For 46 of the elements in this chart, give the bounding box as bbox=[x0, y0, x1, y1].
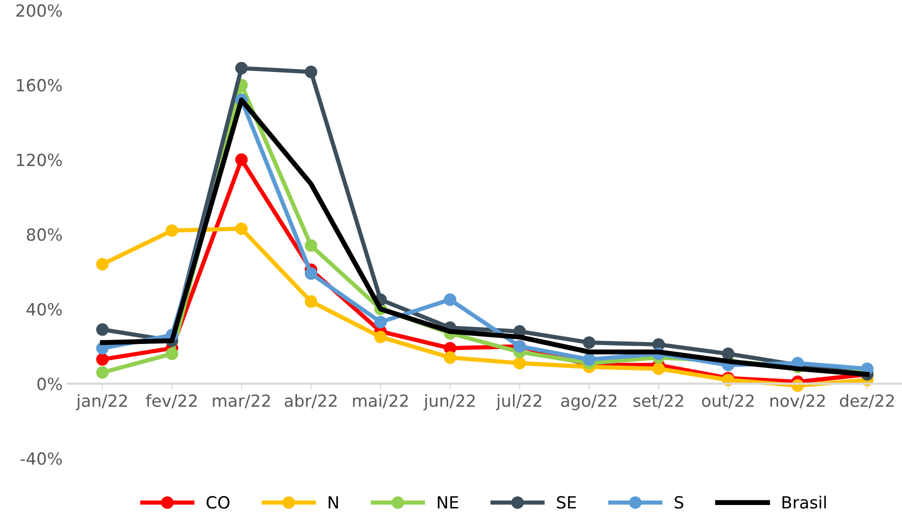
x-tick-label: out/22 bbox=[702, 394, 754, 408]
x-tick-label: jul/22 bbox=[496, 394, 542, 410]
x-tick-label: jan/22 bbox=[76, 394, 127, 410]
point bbox=[374, 330, 387, 344]
point bbox=[235, 222, 248, 235]
point bbox=[444, 293, 456, 306]
legend-label: CO bbox=[206, 496, 230, 509]
y-tick-label: 200% bbox=[16, 4, 62, 17]
point bbox=[96, 323, 109, 336]
legend-label: S bbox=[674, 496, 684, 509]
x-tick-label: jun/22 bbox=[423, 394, 475, 410]
point bbox=[374, 316, 387, 328]
x-tick-label: fev/22 bbox=[146, 394, 197, 408]
point bbox=[304, 239, 318, 252]
x-tick-label: nov/22 bbox=[770, 394, 825, 408]
y-tick-label: 120% bbox=[16, 154, 62, 166]
point bbox=[96, 353, 109, 366]
x-tick-label: ago/22 bbox=[561, 394, 616, 410]
point bbox=[235, 62, 248, 74]
x-tick-label: dez/22 bbox=[840, 394, 894, 408]
point bbox=[166, 348, 178, 360]
point bbox=[513, 356, 526, 370]
legend-label: SE bbox=[556, 496, 576, 509]
point bbox=[444, 351, 456, 364]
y-tick-label: -40% bbox=[20, 452, 62, 465]
point bbox=[304, 295, 318, 308]
point bbox=[96, 258, 109, 270]
legend-label: Brasil bbox=[782, 496, 826, 509]
point bbox=[166, 224, 178, 237]
point bbox=[304, 66, 318, 78]
point bbox=[96, 366, 109, 379]
point bbox=[304, 267, 318, 280]
point bbox=[582, 353, 596, 366]
y-tick-label: 40% bbox=[26, 302, 62, 316]
point bbox=[582, 336, 596, 349]
legend-label: N bbox=[328, 496, 338, 508]
y-tick-label: 160% bbox=[16, 78, 62, 92]
y-tick-label: 80% bbox=[26, 228, 62, 241]
x-tick-label: abr/22 bbox=[284, 394, 337, 408]
x-tick-label: set/22 bbox=[633, 394, 684, 408]
point bbox=[235, 153, 248, 166]
x-tick-label: mar/22 bbox=[212, 394, 270, 408]
point bbox=[722, 348, 734, 360]
x-tick-label: mai/22 bbox=[353, 394, 408, 408]
y-tick-label: 0% bbox=[37, 378, 62, 390]
legend-label: NE bbox=[438, 496, 458, 508]
